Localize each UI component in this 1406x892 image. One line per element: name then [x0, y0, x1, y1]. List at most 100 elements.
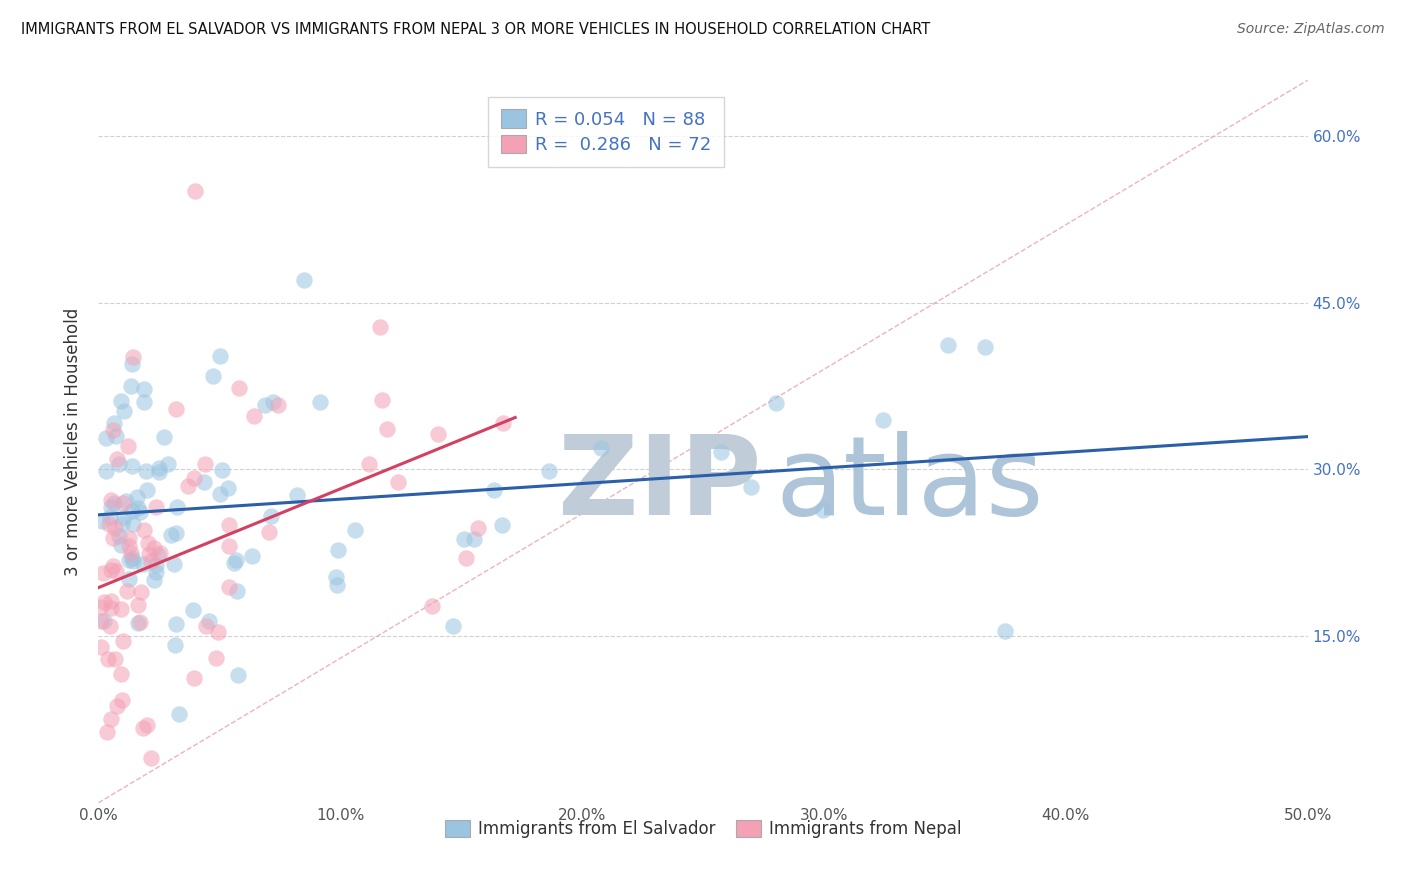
Point [343, 523, 366, 537]
Point [169, 706, 191, 721]
Point [117, 439, 139, 453]
Point [267, 398, 290, 412]
Point [285, 488, 308, 502]
Point [104, 521, 127, 535]
Point [112, 510, 135, 524]
Point [118, 572, 141, 586]
Point [114, 494, 136, 508]
Point [148, 461, 170, 475]
Point [765, 395, 787, 409]
Point [101, 559, 124, 574]
Point [149, 545, 172, 559]
Point [107, 529, 129, 543]
Point [165, 401, 187, 416]
Point [129, 615, 152, 629]
Point [183, 671, 205, 685]
Point [110, 693, 132, 707]
Point [132, 557, 155, 571]
Point [98, 619, 121, 633]
Point [710, 445, 733, 459]
Point [105, 564, 128, 578]
Point [973, 339, 995, 353]
Point [129, 584, 152, 599]
Point [148, 465, 170, 479]
Point [145, 558, 167, 573]
Point [453, 532, 475, 546]
Point [387, 475, 409, 489]
Point [262, 395, 284, 409]
Point [96, 464, 118, 478]
Point [91, 515, 114, 529]
Point [125, 490, 148, 504]
Point [135, 718, 157, 732]
Point [492, 416, 515, 430]
Point [463, 533, 485, 547]
Point [118, 531, 141, 545]
Point [194, 458, 217, 472]
Point [375, 422, 398, 436]
Point [177, 478, 200, 492]
Point [105, 699, 128, 714]
Point [467, 521, 489, 535]
Point [146, 548, 169, 562]
Point [225, 552, 247, 566]
Text: Source: ZipAtlas.com: Source: ZipAtlas.com [1237, 22, 1385, 37]
Point [240, 549, 263, 563]
Point [371, 392, 394, 407]
Point [225, 583, 247, 598]
Point [105, 452, 128, 467]
Point [181, 603, 204, 617]
Point [136, 535, 159, 549]
Point [589, 441, 612, 455]
Text: atlas: atlas [776, 432, 1045, 539]
Point [112, 404, 135, 418]
Text: IMMIGRANTS FROM EL SALVADOR VS IMMIGRANTS FROM NEPAL 3 OR MORE VEHICLES IN HOUSE: IMMIGRANTS FROM EL SALVADOR VS IMMIGRANT… [21, 22, 931, 37]
Point [100, 593, 122, 607]
Point [110, 394, 132, 409]
Point [103, 423, 125, 437]
Point [90, 599, 112, 614]
Point [166, 500, 188, 514]
Point [100, 563, 122, 577]
Point [165, 638, 187, 652]
Point [257, 524, 280, 539]
Point [122, 350, 145, 364]
Point [97, 652, 120, 666]
Point [222, 557, 245, 571]
Point [97, 516, 120, 531]
Point [872, 413, 894, 427]
Point [218, 518, 240, 533]
Point [117, 553, 139, 567]
Point [110, 666, 132, 681]
Point [813, 503, 835, 517]
Point [143, 541, 166, 555]
Point [226, 668, 249, 682]
Point [204, 650, 226, 665]
Point [111, 496, 134, 510]
Point [135, 464, 157, 478]
Point [120, 546, 142, 560]
Point [134, 395, 156, 409]
Point [325, 570, 347, 584]
Point [141, 751, 163, 765]
Point [103, 496, 125, 510]
Point [128, 505, 150, 519]
Point [207, 625, 229, 640]
Point [165, 617, 187, 632]
Point [482, 483, 505, 497]
Point [443, 619, 465, 633]
Point [120, 378, 142, 392]
Text: ZIP: ZIP [558, 432, 761, 539]
Point [183, 471, 205, 485]
Point [103, 531, 125, 545]
Point [96, 724, 118, 739]
Point [117, 584, 139, 599]
Point [122, 554, 145, 568]
Point [90, 614, 112, 628]
Point [260, 508, 283, 523]
Point [153, 430, 176, 444]
Point [127, 598, 149, 612]
Legend: Immigrants from El Salvador, Immigrants from Nepal: Immigrants from El Salvador, Immigrants … [439, 814, 967, 845]
Point [994, 624, 1017, 638]
Point [135, 483, 157, 497]
